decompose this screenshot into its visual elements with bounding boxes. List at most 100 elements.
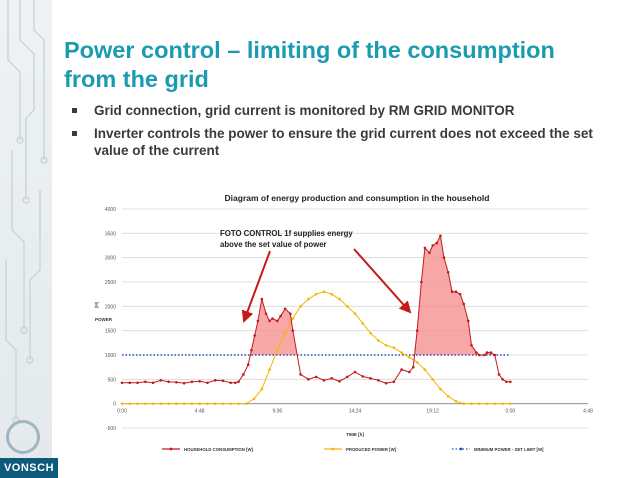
x-tick-label: 9:36 bbox=[272, 409, 282, 415]
company-logo: VONSCH bbox=[0, 458, 58, 478]
data-point-produced bbox=[198, 402, 201, 405]
bullet-item: Grid connection, grid current is monitor… bbox=[70, 102, 610, 119]
data-point-produced bbox=[190, 402, 194, 405]
y-tick-label: 4000 bbox=[105, 207, 116, 213]
data-point-produced bbox=[423, 368, 427, 371]
data-point-consumption bbox=[242, 373, 245, 376]
data-point-produced bbox=[408, 356, 411, 359]
data-point-consumption bbox=[509, 380, 512, 384]
y-axis-label: POWER bbox=[95, 317, 113, 322]
data-point-consumption bbox=[136, 381, 139, 385]
data-point-produced bbox=[159, 402, 163, 405]
excess-area bbox=[414, 235, 480, 355]
x-tick-label: 0:00 bbox=[505, 409, 515, 415]
data-point-produced bbox=[291, 317, 295, 320]
data-point-consumption bbox=[221, 379, 225, 383]
data-point-produced bbox=[244, 402, 248, 405]
data-point-produced bbox=[369, 331, 372, 335]
data-point-consumption bbox=[470, 343, 473, 347]
data-point-consumption bbox=[182, 381, 186, 385]
data-point-consumption bbox=[400, 368, 403, 371]
data-point-consumption bbox=[431, 244, 434, 247]
data-point-produced bbox=[509, 402, 512, 405]
data-point-consumption bbox=[264, 312, 268, 315]
data-point-consumption bbox=[361, 375, 365, 378]
data-point-consumption bbox=[497, 373, 501, 376]
data-point-consumption bbox=[279, 314, 282, 318]
data-point-consumption bbox=[415, 329, 419, 332]
x-tick-label: 0:00 bbox=[117, 409, 127, 415]
data-point-consumption bbox=[345, 375, 349, 379]
data-point-produced bbox=[307, 297, 310, 301]
data-point-consumption bbox=[233, 381, 237, 385]
data-point-produced bbox=[299, 305, 302, 308]
data-point-consumption bbox=[439, 234, 442, 238]
legend-marker-icon bbox=[331, 447, 335, 451]
data-point-produced bbox=[377, 339, 380, 342]
data-point-consumption bbox=[151, 381, 155, 385]
x-tick-label: 4:48 bbox=[195, 409, 205, 415]
data-point-consumption bbox=[408, 370, 411, 374]
data-point-consumption bbox=[458, 292, 462, 296]
y-tick-label: 2000 bbox=[105, 304, 116, 310]
y-tick-label: 2500 bbox=[105, 280, 116, 286]
data-point-produced bbox=[400, 351, 403, 354]
data-point-consumption bbox=[120, 381, 124, 385]
bullet-item: Inverter controls the power to ensure th… bbox=[70, 125, 610, 159]
legend-label: HOUSEHOLD CONSUMPTION [W] bbox=[184, 447, 254, 452]
data-point-produced bbox=[415, 361, 419, 364]
bullet-list: Grid connection, grid current is monitor… bbox=[70, 102, 610, 165]
data-point-consumption bbox=[489, 351, 493, 354]
data-point-produced bbox=[206, 402, 209, 405]
bullet-square-icon bbox=[72, 131, 77, 136]
data-point-produced bbox=[252, 397, 256, 401]
decorative-circuit-strip bbox=[0, 0, 52, 478]
data-point-produced bbox=[338, 297, 341, 301]
legend-label: MINIMUM POWER - SET LIMIT [W] bbox=[474, 447, 544, 452]
excess-area bbox=[250, 299, 298, 355]
data-point-consumption bbox=[423, 246, 427, 250]
bullet-text: Grid connection, grid current is monitor… bbox=[94, 103, 515, 118]
data-point-consumption bbox=[167, 380, 170, 384]
data-point-consumption bbox=[271, 317, 274, 320]
data-point-produced bbox=[345, 305, 349, 308]
y-axis-unit: [W] bbox=[94, 302, 99, 309]
data-point-consumption bbox=[420, 280, 423, 284]
data-point-consumption bbox=[428, 251, 431, 255]
data-point-consumption bbox=[144, 380, 147, 384]
data-point-consumption bbox=[338, 379, 341, 383]
data-point-produced bbox=[353, 312, 357, 315]
data-point-consumption bbox=[353, 370, 357, 374]
data-point-produced bbox=[384, 343, 388, 347]
data-point-produced bbox=[268, 368, 271, 371]
data-point-consumption bbox=[392, 380, 396, 384]
annotation-arrow-left bbox=[241, 250, 271, 323]
title-line-2: from the grid bbox=[64, 66, 209, 92]
data-point-consumption bbox=[377, 379, 380, 382]
data-point-consumption bbox=[213, 379, 217, 382]
data-point-consumption bbox=[256, 319, 260, 323]
data-point-consumption bbox=[322, 379, 326, 382]
data-point-consumption bbox=[314, 375, 318, 379]
x-axis-label: TIME [h] bbox=[346, 432, 364, 437]
x-tick-label: 4:48 bbox=[583, 409, 593, 415]
bullet-square-icon bbox=[72, 108, 77, 113]
data-point-consumption bbox=[483, 353, 486, 357]
data-point-produced bbox=[493, 402, 497, 405]
data-point-consumption bbox=[250, 348, 253, 352]
data-point-consumption bbox=[384, 381, 388, 385]
data-point-produced bbox=[477, 402, 481, 405]
data-point-produced bbox=[283, 331, 287, 335]
data-point-produced bbox=[128, 402, 132, 405]
data-point-consumption bbox=[442, 256, 446, 259]
data-point-produced bbox=[237, 402, 240, 405]
data-point-produced bbox=[501, 402, 504, 405]
chart-title: Diagram of energy production and consump… bbox=[225, 193, 490, 203]
data-point-produced bbox=[229, 402, 233, 405]
data-point-consumption bbox=[175, 380, 178, 384]
data-point-consumption bbox=[299, 373, 302, 376]
data-point-produced bbox=[136, 402, 139, 405]
data-point-consumption bbox=[477, 353, 481, 357]
x-tick-label: 19:12 bbox=[426, 409, 439, 415]
data-point-produced bbox=[470, 402, 473, 405]
